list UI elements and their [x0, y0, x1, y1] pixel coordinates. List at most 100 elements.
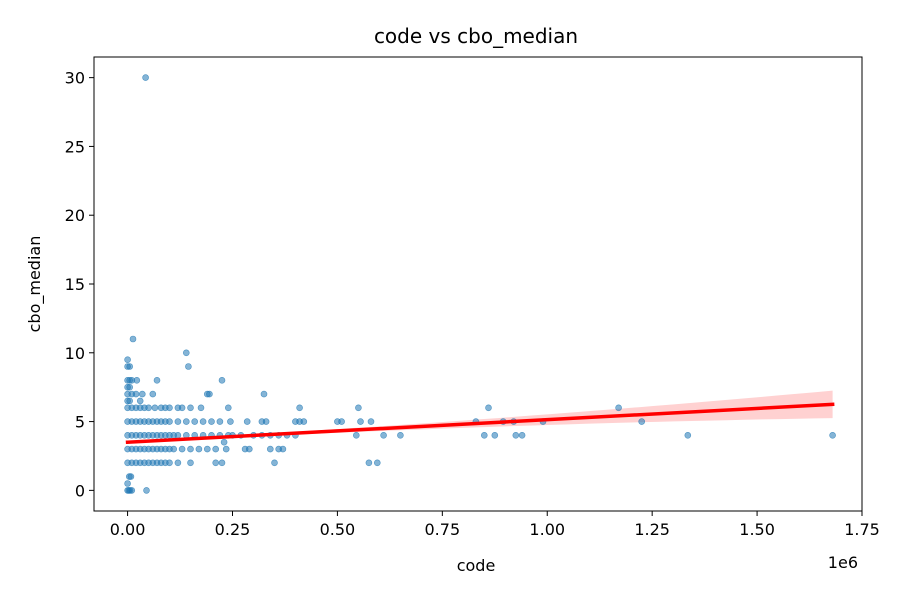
data-point [124, 356, 131, 364]
data-point [185, 363, 192, 370]
data-point [373, 459, 381, 467]
y-axis-label: cbo_median [25, 236, 45, 333]
data-point [187, 445, 194, 453]
data-point [187, 459, 194, 467]
x-tick-label: 1.00 [529, 520, 565, 539]
y-tick-label: 5 [75, 413, 85, 432]
data-point [397, 431, 404, 439]
x-tick-label: 1.75 [844, 520, 880, 539]
data-point [300, 418, 308, 425]
data-point [271, 459, 278, 467]
data-point [136, 397, 144, 405]
data-point [132, 390, 140, 398]
data-point [512, 431, 520, 439]
data-point [216, 418, 224, 425]
data-point [260, 390, 268, 398]
data-point [153, 376, 161, 384]
data-point [166, 404, 173, 412]
y-tick-label: 30 [65, 69, 85, 88]
x-tick-label: 0.00 [110, 520, 146, 539]
regression-line-layer [125, 402, 835, 445]
data-point [212, 445, 219, 453]
data-point [829, 431, 836, 439]
data-point [124, 480, 131, 487]
data-point [208, 418, 215, 425]
data-point [296, 404, 303, 412]
data-point [485, 404, 492, 412]
data-point [126, 397, 133, 405]
x-tick-label: 0.25 [215, 520, 251, 539]
points-layer [124, 74, 836, 494]
data-point [183, 349, 190, 357]
data-point [491, 431, 499, 439]
data-point [142, 74, 149, 81]
data-point [367, 418, 375, 425]
x-tick-label: 1.50 [739, 520, 775, 539]
data-point [166, 418, 173, 425]
data-point [365, 459, 373, 467]
data-point [170, 445, 177, 453]
y-axis-ticks: 0 5 10 15 20 25 30 [65, 69, 94, 500]
data-point [197, 404, 205, 412]
data-point [174, 459, 182, 467]
chart-title: code vs cbo_median [374, 24, 578, 48]
data-point [352, 431, 360, 439]
data-point [183, 418, 190, 425]
x-tick-label: 0.50 [320, 520, 356, 539]
data-point [218, 459, 226, 467]
data-point [222, 445, 230, 453]
data-point [129, 335, 137, 343]
data-point [518, 431, 526, 439]
data-point [145, 404, 152, 412]
data-point [266, 445, 274, 453]
data-point [204, 445, 211, 453]
data-point [338, 418, 345, 425]
data-point [187, 404, 194, 412]
data-point [127, 473, 135, 480]
data-point [174, 418, 182, 425]
data-point [246, 445, 253, 453]
y-tick-label: 15 [65, 275, 85, 294]
y-tick-label: 10 [65, 344, 85, 363]
data-point [357, 418, 364, 425]
data-point [126, 363, 133, 370]
regression-line [125, 402, 835, 445]
data-point [166, 459, 173, 467]
data-point [178, 404, 186, 412]
y-tick-label: 0 [75, 481, 85, 500]
data-point [684, 431, 692, 439]
data-point [178, 445, 186, 453]
x-axis-offset-label: 1e6 [828, 553, 858, 572]
data-point [133, 376, 141, 384]
data-point [355, 404, 362, 412]
data-point [149, 390, 157, 398]
x-axis-ticks: 0.00 0.25 0.50 0.75 1.00 1.25 1.50 1.75 [110, 511, 880, 539]
data-point [638, 418, 646, 425]
data-point [225, 404, 232, 412]
data-point [218, 376, 226, 384]
data-point [380, 431, 387, 439]
x-tick-label: 0.75 [425, 520, 461, 539]
data-point [195, 445, 203, 453]
data-point [126, 383, 133, 391]
data-point [206, 390, 213, 398]
data-point [279, 445, 287, 453]
data-point [220, 438, 228, 446]
data-point [615, 404, 622, 412]
data-point [262, 418, 270, 425]
y-tick-label: 25 [65, 137, 85, 156]
data-point [128, 487, 136, 494]
data-point [174, 431, 182, 439]
x-tick-label: 1.25 [634, 520, 670, 539]
data-point [151, 404, 159, 412]
data-point [480, 431, 488, 439]
data-point [143, 487, 150, 494]
data-point [139, 390, 146, 398]
data-point [243, 418, 251, 425]
data-point [199, 418, 207, 425]
data-point [212, 459, 219, 467]
y-tick-label: 20 [65, 206, 85, 225]
data-point [227, 418, 234, 425]
